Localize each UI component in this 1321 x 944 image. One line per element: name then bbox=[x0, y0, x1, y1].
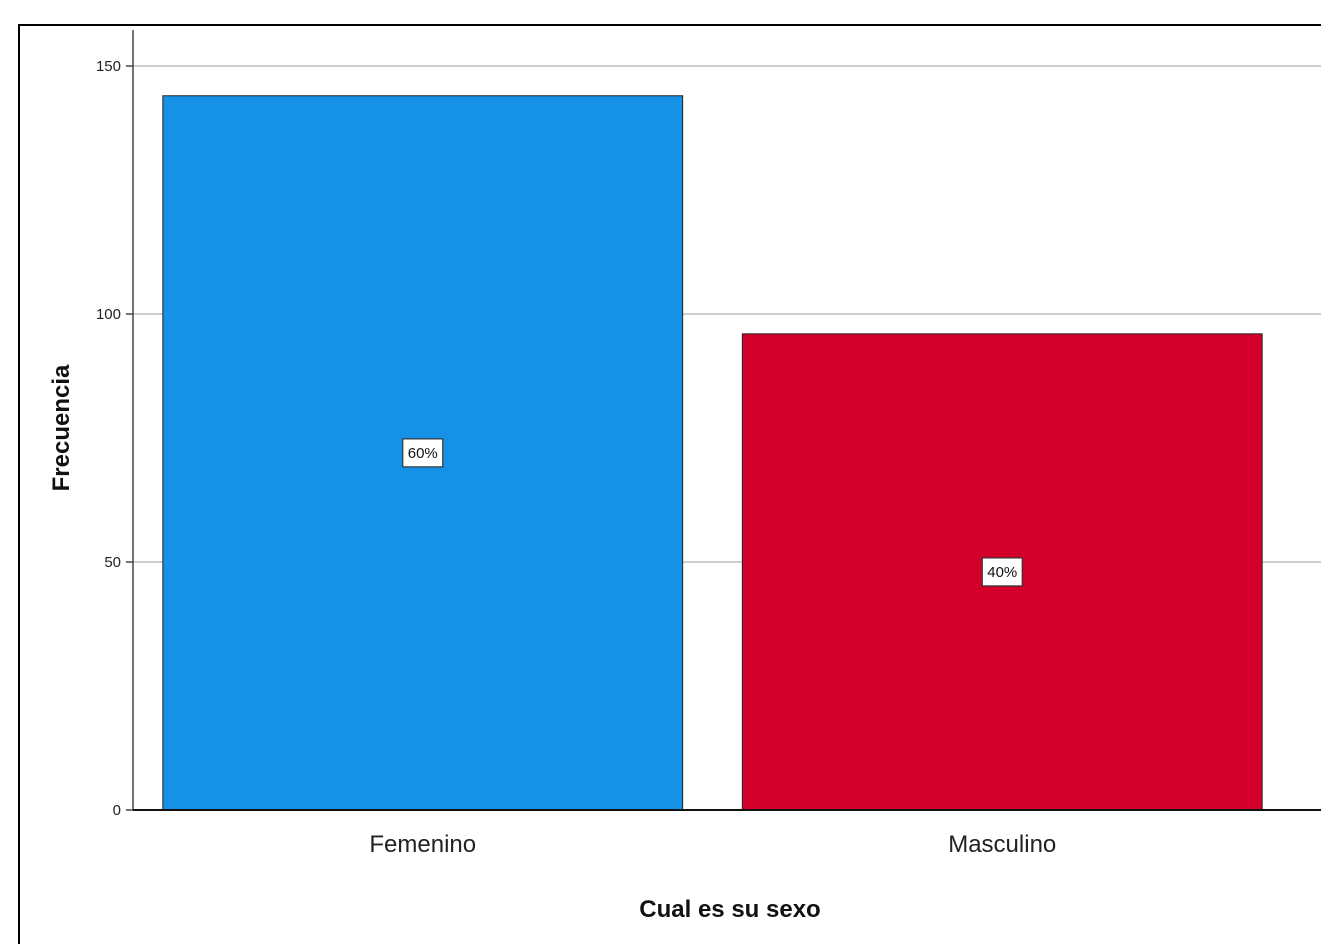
data-label: 60% bbox=[408, 445, 438, 462]
data-label-box bbox=[981, 557, 1023, 587]
y-tick-label: 100 bbox=[96, 306, 121, 323]
y-tick-label: 0 bbox=[113, 802, 121, 819]
x-axis: Femenino Masculino bbox=[133, 809, 1321, 858]
x-tick-label: Femenino bbox=[369, 831, 476, 858]
data-label: 40% bbox=[987, 564, 1017, 581]
x-tick-label: Masculino bbox=[948, 831, 1056, 858]
y-tick-label: 50 bbox=[104, 554, 121, 571]
chart-frame bbox=[18, 24, 1321, 944]
bars bbox=[162, 95, 1263, 811]
x-axis-title: Cual es su sexo bbox=[639, 896, 820, 923]
y-axis: 0 50 100 150 bbox=[96, 30, 134, 819]
data-label-box bbox=[402, 438, 444, 468]
y-tick-label: 150 bbox=[96, 58, 121, 75]
data-labels: 60% 40% bbox=[402, 438, 1023, 587]
y-axis-title: Frecuencia bbox=[48, 364, 75, 491]
